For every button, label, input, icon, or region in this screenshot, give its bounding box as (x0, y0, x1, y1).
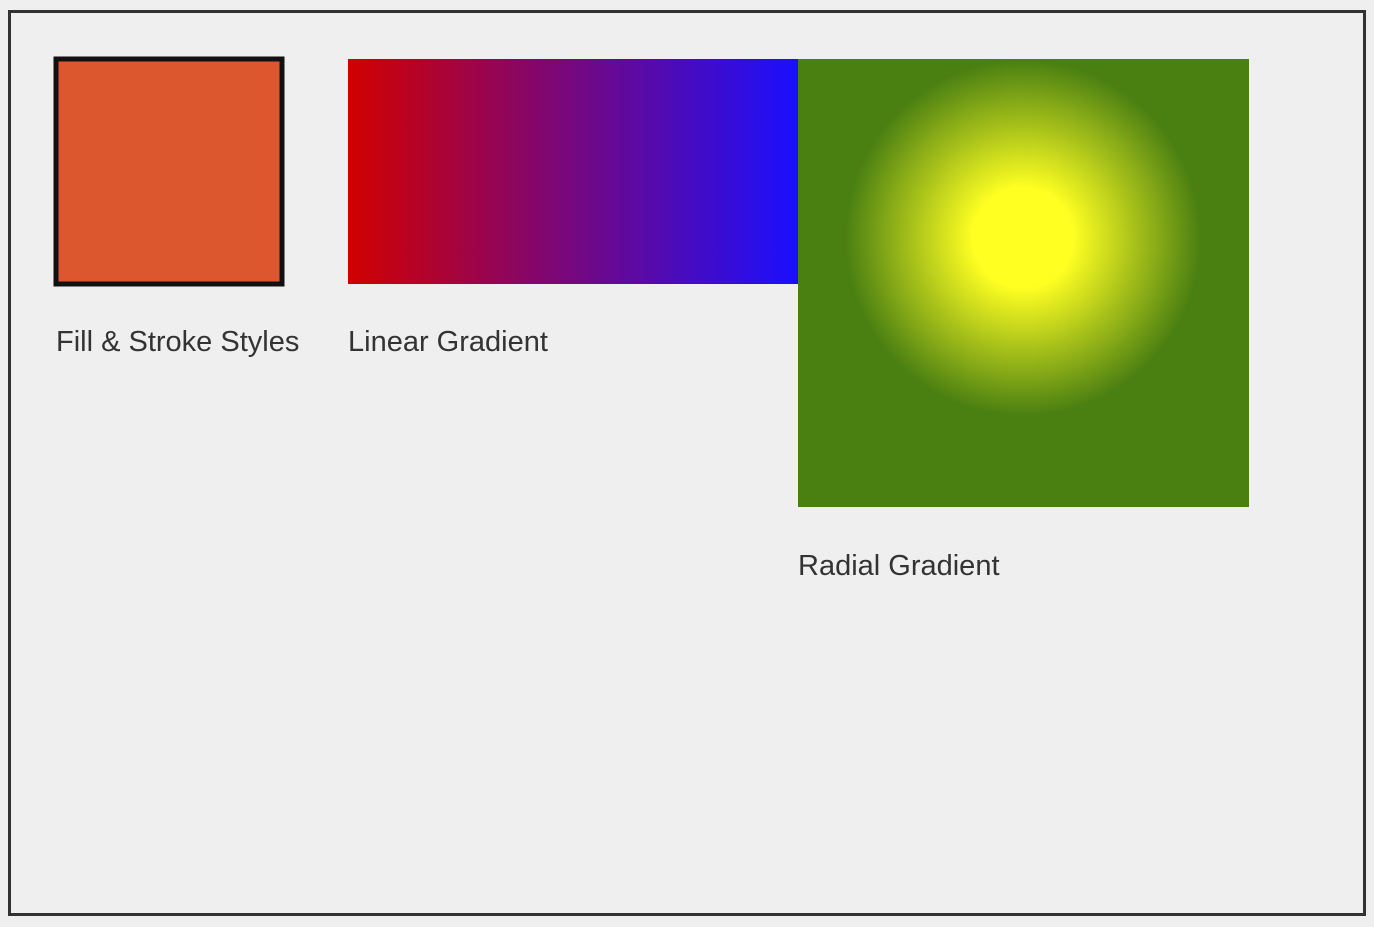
radial-gradient-rect (798, 59, 1249, 507)
fill-stroke-label: Fill & Stroke Styles (56, 326, 299, 358)
linear-gradient-label: Linear Gradient (348, 326, 548, 358)
fill-stroke-square (53, 56, 285, 287)
linear-gradient-rect (348, 59, 798, 284)
radial-gradient-label: Radial Gradient (798, 550, 1000, 582)
